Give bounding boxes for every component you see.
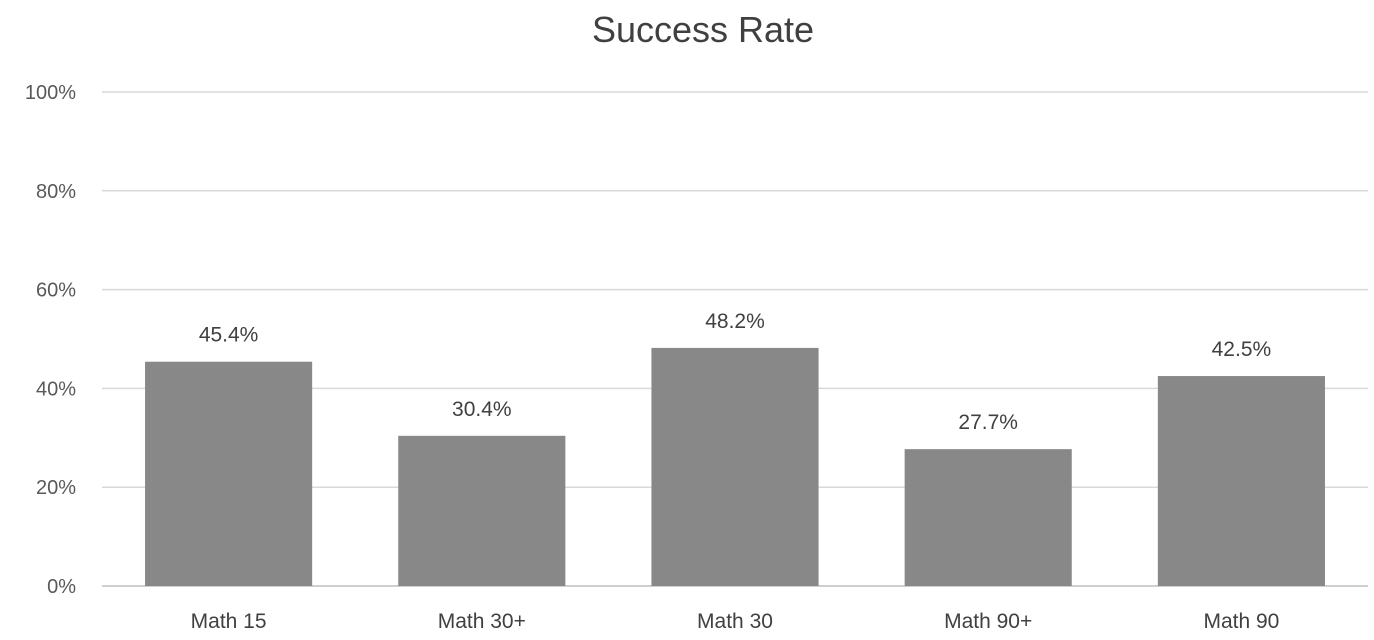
y-tick-label: 60% [36, 280, 76, 302]
y-tick-label: 20% [36, 477, 76, 499]
x-tick-label: Math 15 [191, 610, 267, 633]
chart-title: Success Rate [592, 9, 814, 50]
data-label: 45.4% [199, 324, 259, 347]
x-tick-label: Math 90+ [944, 610, 1032, 633]
bar [145, 361, 313, 586]
bar [904, 449, 1072, 586]
data-labels: 45.4% 30.4% 48.2% 27.7% 42.5% [199, 310, 1271, 434]
x-axis-tick-labels: Math 15 Math 30+ Math 30 Math 90+ Math 90 [191, 610, 1280, 633]
x-tick-label: Math 30 [697, 610, 773, 633]
x-tick-label: Math 90 [1203, 610, 1279, 633]
bars [145, 347, 1325, 586]
bar [1157, 376, 1325, 586]
y-tick-label: 0% [47, 576, 76, 598]
x-tick-label: Math 30+ [438, 610, 526, 633]
bar [398, 435, 566, 586]
data-label: 27.7% [958, 411, 1018, 434]
data-label: 42.5% [1212, 338, 1272, 361]
data-label: 30.4% [452, 398, 512, 421]
bar [651, 347, 819, 586]
y-tick-label: 100% [25, 82, 76, 104]
y-tick-label: 40% [36, 378, 76, 400]
y-tick-label: 80% [36, 181, 76, 203]
data-label: 48.2% [705, 310, 765, 333]
y-axis-tick-labels: 0% 20% 40% 60% 80% 100% [25, 82, 76, 598]
